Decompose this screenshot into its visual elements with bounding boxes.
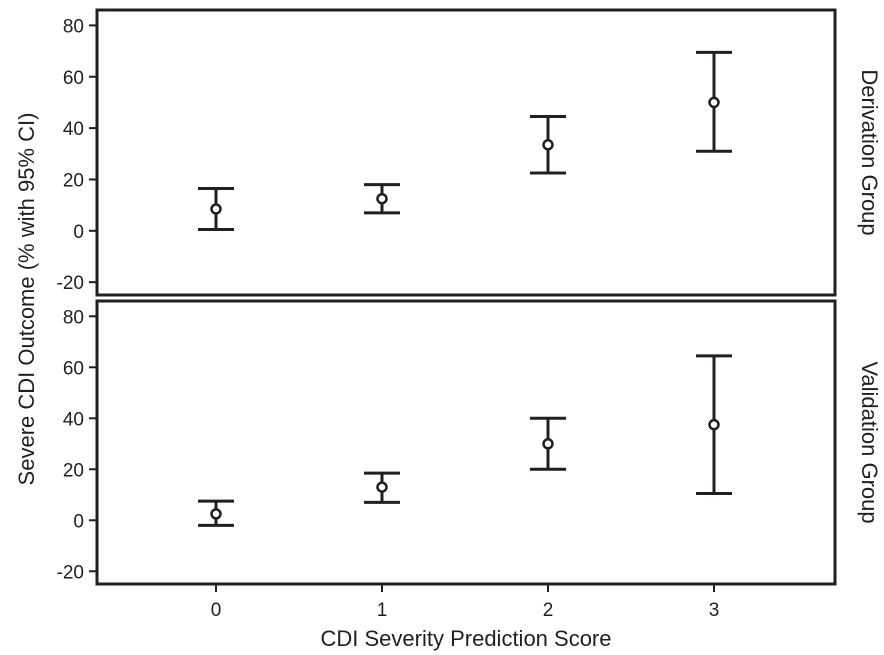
- data-point: [542, 438, 554, 450]
- panel-frame: [95, 299, 837, 586]
- data-point: [708, 96, 720, 109]
- y-tick-label: -20: [57, 273, 84, 294]
- y-tick-label: 20: [63, 460, 84, 481]
- y-tick-label: 40: [63, 409, 84, 430]
- data-point: [376, 192, 388, 205]
- x-axis-label: CDI Severity Prediction Score: [321, 626, 612, 651]
- y-tick-label: 20: [63, 170, 84, 191]
- error-bar: [696, 50, 732, 153]
- error-bar: [364, 183, 400, 215]
- data-point: [210, 203, 222, 215]
- x-tick-label: 3: [709, 600, 720, 621]
- data-point: [542, 139, 554, 151]
- error-bar: [198, 186, 234, 232]
- x-tick-label: 0: [211, 600, 222, 621]
- y-tick-label: 60: [63, 68, 84, 89]
- y-tick-label: -20: [57, 562, 84, 583]
- panel-frame: [95, 8, 837, 297]
- error-bar: [530, 416, 566, 471]
- y-tick-label: 60: [63, 358, 84, 379]
- panel-1: -20 0 20 40 60 80 Derivation Group: [57, 8, 882, 297]
- y-tick-label: 40: [63, 119, 84, 140]
- panel-2: -20 0 20 40 60 80 Validation Group 0 1 2 3: [57, 299, 882, 621]
- data-point: [376, 481, 388, 493]
- x-tick-label: 1: [377, 600, 388, 621]
- error-bar: [696, 354, 732, 495]
- error-bar: [364, 471, 400, 504]
- data-point: [708, 418, 720, 431]
- y-tick-label: 0: [73, 222, 84, 243]
- x-tick-label: 2: [543, 600, 554, 621]
- y-tick-label: 80: [63, 16, 84, 37]
- error-bar: [530, 115, 566, 175]
- y-tick-label: 0: [73, 511, 84, 532]
- error-bar: [198, 499, 234, 527]
- y-tick-label: 80: [63, 307, 84, 328]
- panel-strip-label: Validation Group: [857, 361, 882, 523]
- panel-strip-label: Derivation Group: [857, 69, 882, 235]
- y-axis-label: Severe CDI Outcome (% with 95% CI): [14, 113, 39, 486]
- data-point: [210, 508, 222, 520]
